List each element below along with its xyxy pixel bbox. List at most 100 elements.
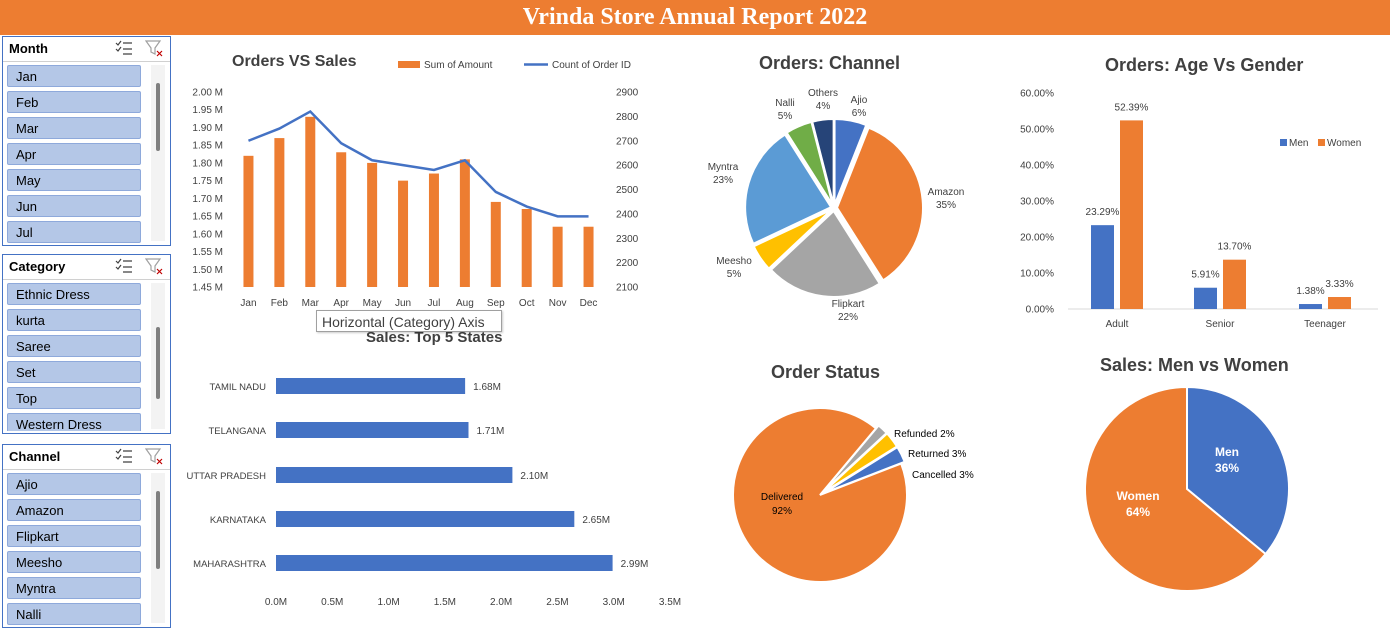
slicer-item-set[interactable]: Set: [7, 361, 141, 383]
slicer-item-ethnic-dress[interactable]: Ethnic Dress: [7, 283, 141, 305]
slicer-item-flipkart[interactable]: Flipkart: [7, 525, 141, 547]
month-slicer[interactable]: Month Jan Feb Mar Apr May Jun Jul: [2, 36, 171, 246]
slicer-item-ajio[interactable]: Ajio: [7, 473, 141, 495]
y-tick-label: 50.00%: [1020, 125, 1054, 136]
pie-label-value: 35%: [936, 200, 956, 211]
bar-sum-of-amount: [459, 159, 470, 287]
gender-slice-men: [1186, 385, 1290, 556]
pie-label-value: 5%: [727, 269, 742, 280]
bar-sum-of-amount: [521, 209, 532, 287]
category-slicer[interactable]: Category Ethnic Dress kurta Saree Set To…: [2, 254, 171, 434]
slicer-item-saree[interactable]: Saree: [7, 335, 141, 357]
y2-tick-label: 2500: [616, 185, 639, 196]
scrollbar-thumb[interactable]: [156, 491, 160, 569]
slicer-item-meesho[interactable]: Meesho: [7, 551, 141, 573]
x-tick-label: Feb: [271, 298, 289, 309]
pie-label-value: 22%: [838, 312, 858, 323]
chart-title-top5-states: Sales: Top 5 States: [366, 329, 503, 346]
x-tick-label: May: [363, 298, 382, 309]
slicer-item-mar[interactable]: Mar: [7, 117, 141, 139]
y-tick-label: KARNATAKA: [210, 515, 267, 526]
x-tick-label: Nov: [549, 298, 567, 309]
x-tick-label: Senior: [1206, 319, 1236, 330]
data-label: 23.29%: [1086, 207, 1120, 218]
bar-sum-of-amount: [490, 201, 501, 287]
slicer-scrollbar[interactable]: [151, 65, 165, 241]
data-label: 2.99M: [621, 559, 649, 570]
slicer-item-jan[interactable]: Jan: [7, 65, 141, 87]
data-label: 5.91%: [1191, 270, 1219, 281]
x-tick-label: 2.0M: [490, 597, 512, 608]
y-tick-label: 60.00%: [1020, 89, 1054, 100]
pie-label-value: 36%: [1215, 461, 1239, 475]
bar-sum-of-amount: [336, 152, 347, 287]
y-tick-label: 1.85 M: [192, 141, 223, 152]
y-tick-label: 20.00%: [1020, 233, 1054, 244]
status-slice-cancelled: [823, 445, 906, 495]
slicer-item-myntra[interactable]: Myntra: [7, 577, 141, 599]
y-tick-label: 1.70 M: [192, 194, 223, 205]
x-tick-label: 0.5M: [321, 597, 343, 608]
pie-label-value: 6%: [852, 108, 867, 119]
pie-label-value: 23%: [713, 175, 733, 186]
multi-select-icon[interactable]: [115, 40, 133, 56]
slicer-scrollbar[interactable]: [151, 473, 165, 623]
legend-label-women: Women: [1327, 138, 1361, 149]
x-tick-label: 3.0M: [603, 597, 625, 608]
slicer-item-nalli[interactable]: Nalli: [7, 603, 141, 625]
x-tick-label: Apr: [333, 298, 349, 309]
slicer-item-jun[interactable]: Jun: [7, 195, 141, 217]
slicer-item-top[interactable]: Top: [7, 387, 141, 409]
clear-filter-icon[interactable]: [145, 447, 163, 465]
slicer-item-amazon[interactable]: Amazon: [7, 499, 141, 521]
bar-state: [276, 467, 513, 483]
pie-label-name: Delivered: [761, 492, 803, 503]
slicer-item-may[interactable]: May: [7, 169, 141, 191]
y-tick-label: 1.50 M: [192, 265, 223, 276]
gender-slice-women: [1084, 385, 1267, 592]
multi-select-icon[interactable]: [115, 258, 133, 274]
channel-slice-others: [811, 118, 835, 206]
status-slice-returned: [822, 432, 899, 494]
slicer-item-jul[interactable]: Jul: [7, 221, 141, 243]
legend-label-sum-of-amount: Sum of Amount: [424, 60, 493, 71]
bar-men: [1194, 287, 1217, 309]
y-tick-label: MAHARASHTRA: [193, 559, 267, 570]
chart-title-orders-vs-sales: Orders VS Sales: [232, 53, 357, 70]
data-label: 1.71M: [476, 426, 504, 437]
clear-filter-icon[interactable]: [145, 39, 163, 57]
x-tick-label: Oct: [519, 298, 535, 309]
pie-label-name: Nalli: [775, 98, 794, 109]
bar-sum-of-amount: [243, 155, 254, 287]
pie-label-name: Ajio: [851, 95, 868, 106]
pie-label-name: Myntra: [708, 162, 739, 173]
slicer-scrollbar[interactable]: [151, 283, 165, 429]
channel-slice-meesho: [752, 208, 833, 270]
x-tick-label: Mar: [302, 298, 320, 309]
slicer-item-kurta[interactable]: kurta: [7, 309, 141, 331]
slicer-item-apr[interactable]: Apr: [7, 143, 141, 165]
pie-label-name: Women: [1116, 489, 1159, 503]
scrollbar-thumb[interactable]: [156, 83, 160, 151]
bar-state: [276, 511, 575, 527]
channel-slice-myntra: [744, 133, 833, 246]
bar-state: [276, 378, 466, 394]
multi-select-icon[interactable]: [115, 448, 133, 464]
data-label: 13.70%: [1218, 242, 1252, 253]
bar-women: [1328, 297, 1351, 309]
legend-label-count-of-order-id: Count of Order ID: [552, 60, 631, 71]
pie-label-value: 5%: [778, 111, 793, 122]
bar-sum-of-amount: [367, 162, 378, 287]
clear-filter-icon[interactable]: [145, 257, 163, 275]
y-tick-label: 2.00 M: [192, 88, 223, 99]
scrollbar-thumb[interactable]: [156, 327, 160, 399]
bar-women: [1223, 259, 1246, 309]
legend-swatch-men: [1280, 139, 1287, 146]
slicer-title: Category: [9, 259, 66, 274]
channel-slicer[interactable]: Channel Ajio Amazon Flipkart Meesho Mynt…: [2, 444, 171, 628]
bar-sum-of-amount: [552, 226, 563, 287]
slicer-item-western-dress[interactable]: Western Dress: [7, 413, 141, 431]
x-tick-label: 2.5M: [546, 597, 568, 608]
slicer-item-feb[interactable]: Feb: [7, 91, 141, 113]
